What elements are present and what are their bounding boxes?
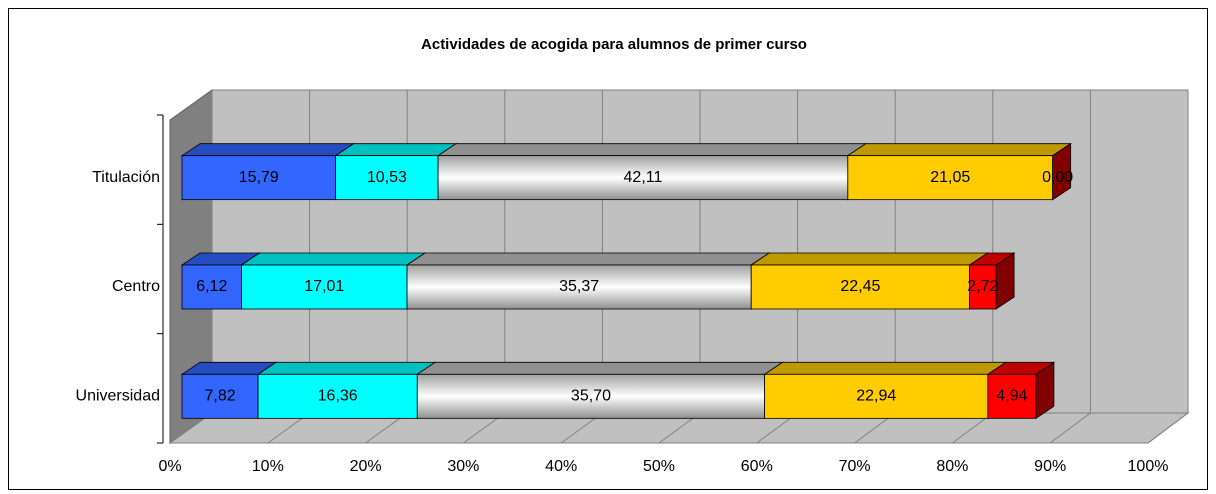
data-label: 7,82 xyxy=(204,388,235,405)
bar-segment xyxy=(1052,142,1072,201)
data-label: 4,94 xyxy=(996,388,1027,405)
data-label: 17,01 xyxy=(304,278,344,295)
x-tick-label: 100% xyxy=(1128,458,1169,475)
floor-grid-line xyxy=(1049,412,1091,444)
x-tick-label: 80% xyxy=(936,458,968,475)
x-tick-label: 0% xyxy=(158,458,181,475)
bar-segment xyxy=(968,252,1016,310)
x-tick-label: 60% xyxy=(741,458,773,475)
x-tick-label: 50% xyxy=(643,458,675,475)
bar-segment xyxy=(180,252,261,310)
bar-segment xyxy=(986,361,1056,420)
floor-grid-line xyxy=(1147,412,1189,444)
y-tick-label: Centro xyxy=(112,278,160,295)
x-tick-label: 10% xyxy=(252,458,284,475)
bar-segment xyxy=(180,142,355,201)
data-label: 2,72 xyxy=(967,278,998,295)
y-tick-label: Universidad xyxy=(76,388,160,405)
data-label: 22,45 xyxy=(840,278,880,295)
bar-segment xyxy=(436,142,868,201)
x-tick-label: 30% xyxy=(447,458,479,475)
data-label: 6,12 xyxy=(196,278,227,295)
data-label: 15,79 xyxy=(239,169,279,186)
x-tick-label: 40% xyxy=(545,458,577,475)
x-tick-label: 20% xyxy=(350,458,382,475)
data-label: 10,53 xyxy=(367,169,407,186)
y-tick-label: Titulación xyxy=(92,169,160,186)
data-label: 35,70 xyxy=(571,388,611,405)
data-label: 0,00 xyxy=(1042,169,1073,186)
x-tick-label: 70% xyxy=(839,458,871,475)
data-label: 16,36 xyxy=(318,388,358,405)
data-label: 22,94 xyxy=(856,388,896,405)
data-label: 42,11 xyxy=(624,169,663,186)
data-label: 21,05 xyxy=(930,169,970,186)
data-label: 35,37 xyxy=(559,278,599,295)
chart-title: Actividades de acogida para alumnos de p… xyxy=(421,36,807,53)
x-tick-label: 90% xyxy=(1034,458,1066,475)
